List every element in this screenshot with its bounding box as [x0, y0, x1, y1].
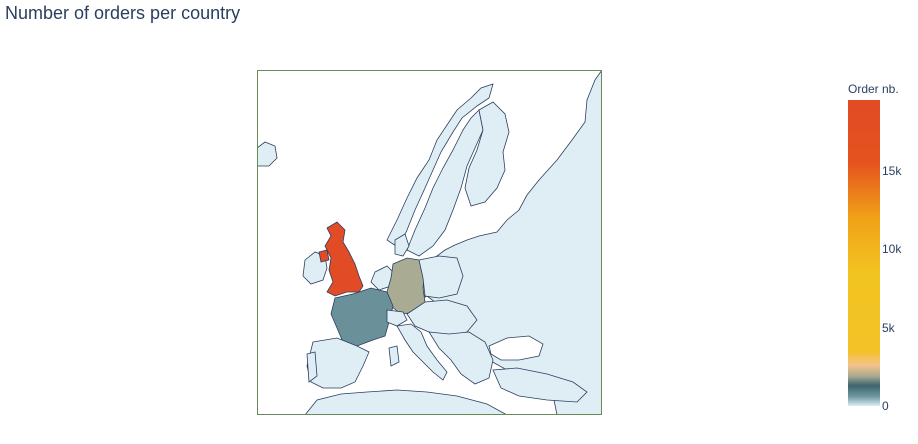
- country-switzerland[interactable]: [386, 309, 408, 327]
- country-northern-ireland[interactable]: [318, 249, 330, 263]
- country-central-europe[interactable]: [406, 299, 478, 337]
- country-iceland[interactable]: [257, 141, 278, 167]
- country-finland[interactable]: [464, 101, 510, 207]
- chart-title: Number of orders per country: [5, 3, 241, 23]
- colorbar-tick-15k: 15k: [882, 163, 902, 178]
- country-united-kingdom[interactable]: [324, 221, 364, 297]
- country-france[interactable]: [330, 287, 394, 347]
- colorbar-tick-0: 0: [882, 399, 889, 413]
- country-sardinia[interactable]: [388, 345, 400, 367]
- colorbar-svg: [848, 100, 880, 406]
- map-svg[interactable]: [257, 70, 602, 415]
- colorbar-title: Order nb.: [848, 82, 899, 96]
- colorbar-gradient: [848, 100, 880, 406]
- colorbar-tick-5k: 5k: [882, 320, 895, 335]
- country-denmark[interactable]: [394, 233, 410, 257]
- map[interactable]: [257, 70, 602, 415]
- map-frame-border: [257, 70, 602, 415]
- colorbar-tick-10k: 10k: [882, 242, 902, 257]
- country-turkey[interactable]: [492, 367, 588, 403]
- country-portugal[interactable]: [306, 351, 318, 383]
- country-norway[interactable]: [386, 83, 494, 249]
- country-italy[interactable]: [396, 323, 448, 381]
- country-north-africa[interactable]: [304, 389, 508, 415]
- black-sea: [488, 335, 544, 361]
- country-poland[interactable]: [418, 255, 464, 299]
- country-balkans[interactable]: [428, 331, 494, 385]
- colorbar: [848, 100, 880, 411]
